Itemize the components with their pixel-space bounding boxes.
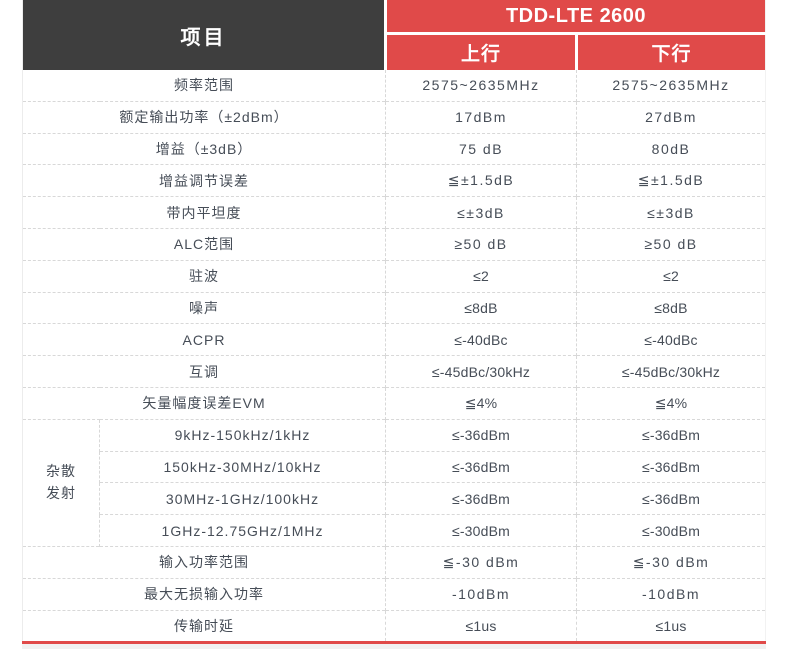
- spec-cell-downlink: ≦4%: [575, 386, 766, 420]
- spec-cell-label: 互调: [22, 355, 386, 388]
- spec-cell-uplink: ≤-30dBm: [385, 514, 577, 547]
- spec-cell-downlink: 2575~2635MHz: [575, 70, 766, 102]
- spec-row: ALC范围 ≥50 dB ≥50 dB: [22, 227, 766, 261]
- spec-cell-uplink: ≤-45dBc/30kHz: [385, 355, 577, 388]
- spec-cell-downlink: ≦±1.5dB: [575, 164, 766, 197]
- spec-cell-uplink: ≤1us: [385, 609, 577, 643]
- spec-cell-label: 驻波: [22, 259, 386, 293]
- spec-row: 增益（±3dB） 75 dB 80dB: [22, 132, 766, 165]
- spec-cell-uplink: ≤±3dB: [385, 196, 577, 229]
- spec-cell-downlink: ≤±3dB: [575, 196, 766, 229]
- spec-row: 输入功率范围 ≦-30 dBm ≦-30 dBm: [22, 545, 766, 579]
- spec-cell-sublabel: 1GHz-12.75GHz/1MHz: [99, 514, 386, 547]
- spec-cell-label: 噪声: [22, 291, 386, 324]
- spec-cell-sublabel: 150kHz-30MHz/10kHz: [99, 450, 386, 483]
- spec-cell-downlink: ≤8dB: [575, 291, 766, 324]
- spec-cell-downlink: ≤1us: [575, 609, 766, 643]
- spec-cell-label: 频率范围: [174, 77, 234, 94]
- spec-cell-downlink: ≤-36dBm: [575, 450, 766, 483]
- spec-row: 带内平坦度 ≤±3dB ≤±3dB: [22, 196, 766, 229]
- spec-cell-label: 输入功率范围: [22, 545, 386, 579]
- spec-cell-downlink: ≤-30dBm: [575, 514, 766, 547]
- header-downlink-label: 下行: [574, 33, 766, 70]
- spec-row: 频率范围 2575~2635MHz 2575~2635MHz: [23, 70, 766, 102]
- spec-cell-downlink: ≦-30 dBm: [575, 545, 766, 579]
- spec-row: 额定输出功率（±2dBm） 17dBm 27dBm: [22, 100, 766, 134]
- spec-cell-uplink: ≦-30 dBm: [385, 545, 577, 579]
- spec-cell-label: 矢量幅度误差EVM: [22, 386, 386, 420]
- spec-row: 互调 ≤-45dBc/30kHz ≤-45dBc/30kHz: [22, 355, 766, 388]
- spec-cell-downlink: ≤-36dBm: [575, 482, 766, 515]
- header-group-label: TDD-LTE 2600: [383, 0, 766, 36]
- spec-cell-uplink: ≤-36dBm: [385, 450, 577, 483]
- spec-cell-uplink: ≤2: [385, 259, 577, 293]
- spec-row: 矢量幅度误差EVM ≦4% ≦4%: [22, 386, 766, 420]
- spec-cell-label: 增益调节误差: [22, 164, 386, 197]
- bottom-strip: [22, 644, 766, 650]
- spec-cell-downlink: ≤-40dBc: [575, 323, 766, 356]
- spec-cell-uplink: 17dBm: [385, 100, 577, 134]
- spec-cell-uplink: ≤-40dBc: [385, 323, 577, 356]
- spec-cell-uplink: ≤-36dBm: [385, 418, 577, 452]
- spec-cell-label: 增益（±3dB）: [22, 132, 386, 165]
- spec-cell-uplink: ≤8dB: [385, 291, 577, 324]
- spec-cell-sublabel: 9kHz-150kHz/1kHz: [99, 418, 386, 452]
- spec-cell-downlink: ≤-45dBc/30kHz: [575, 355, 766, 388]
- spec-cell-label: ALC范围: [22, 227, 386, 261]
- spec-row: 杂散 发射 9kHz-150kHz/1kHz ≤-36dBm ≤-36dBm: [22, 418, 766, 547]
- spec-table-body: 频率范围 2575~2635MHz 2575~2635MHz 额定输出功率（±2dBm…: [22, 70, 766, 643]
- spec-cell-uplink: ≦±1.5dB: [385, 164, 577, 197]
- spec-row: 噪声 ≤8dB ≤8dB: [22, 291, 766, 324]
- spec-row: 150kHz-30MHz/10kHz ≤-36dBm ≤-36dBm: [23, 450, 766, 483]
- spec-row: 传输时延 ≤1us ≤1us: [22, 609, 766, 643]
- spec-row: ACPR ≤-40dBc ≤-40dBc: [22, 323, 766, 356]
- spec-cell-downlink: 80dB: [575, 132, 766, 165]
- spec-cell-sublabel: 30MHz-1GHz/100kHz: [99, 482, 386, 515]
- spec-cell-label: 带内平坦度: [22, 196, 386, 229]
- spec-cell-label: ACPR: [22, 323, 386, 356]
- spec-row: 驻波 ≤2 ≤2: [22, 259, 766, 293]
- spec-cell-uplink: 75 dB: [385, 132, 577, 165]
- spec-cell-downlink: ≤-36dBm: [575, 418, 766, 452]
- spec-row: 增益调节误差 ≦±1.5dB ≦±1.5dB: [22, 164, 766, 197]
- spec-cell-label: 额定输出功率（±2dBm）: [22, 100, 386, 134]
- header-row-top: 项目 TDD-LTE 2600: [22, 0, 766, 70]
- spec-row: 30MHz-1GHz/100kHz ≤-36dBm ≤-36dBm: [23, 482, 766, 515]
- spec-row: 1GHz-12.75GHz/1MHz ≤-30dBm ≤-30dBm: [23, 514, 766, 547]
- spec-table-header: 项目 TDD-LTE 2600 上行 下行: [22, 0, 766, 70]
- spec-cell-downlink: -10dBm: [575, 577, 766, 611]
- spec-cell-label: 传输时延: [22, 609, 386, 643]
- spec-cell-downlink: ≤2: [575, 259, 766, 293]
- spec-cell-uplink: -10dBm: [385, 577, 577, 611]
- spec-row: 最大无损输入功率 -10dBm -10dBm: [22, 577, 766, 611]
- header-uplink-label: 上行: [384, 33, 577, 70]
- spec-cell-uplink: ≥50 dB: [385, 227, 577, 261]
- spurious-group-label: 杂散 发射: [22, 418, 100, 547]
- spec-cell-uplink: 2575~2635MHz: [385, 70, 577, 102]
- header-item-label: 项目: [22, 0, 386, 70]
- spec-cell-downlink: 27dBm: [575, 100, 766, 134]
- spec-table: 项目 TDD-LTE 2600 上行 下行 频率范围 2575~2635MHz 25…: [22, 0, 767, 645]
- spec-cell-uplink: ≦4%: [385, 386, 577, 420]
- spurious-group-label-line: 杂散: [46, 463, 76, 480]
- spec-cell-downlink: ≥50 dB: [575, 227, 766, 261]
- header-row-sub: 上行 下行: [23, 33, 766, 70]
- spurious-group-label-line: 发射: [46, 484, 76, 501]
- spec-cell-label: 最大无损输入功率: [22, 577, 386, 611]
- spec-cell-uplink: ≤-36dBm: [385, 482, 577, 515]
